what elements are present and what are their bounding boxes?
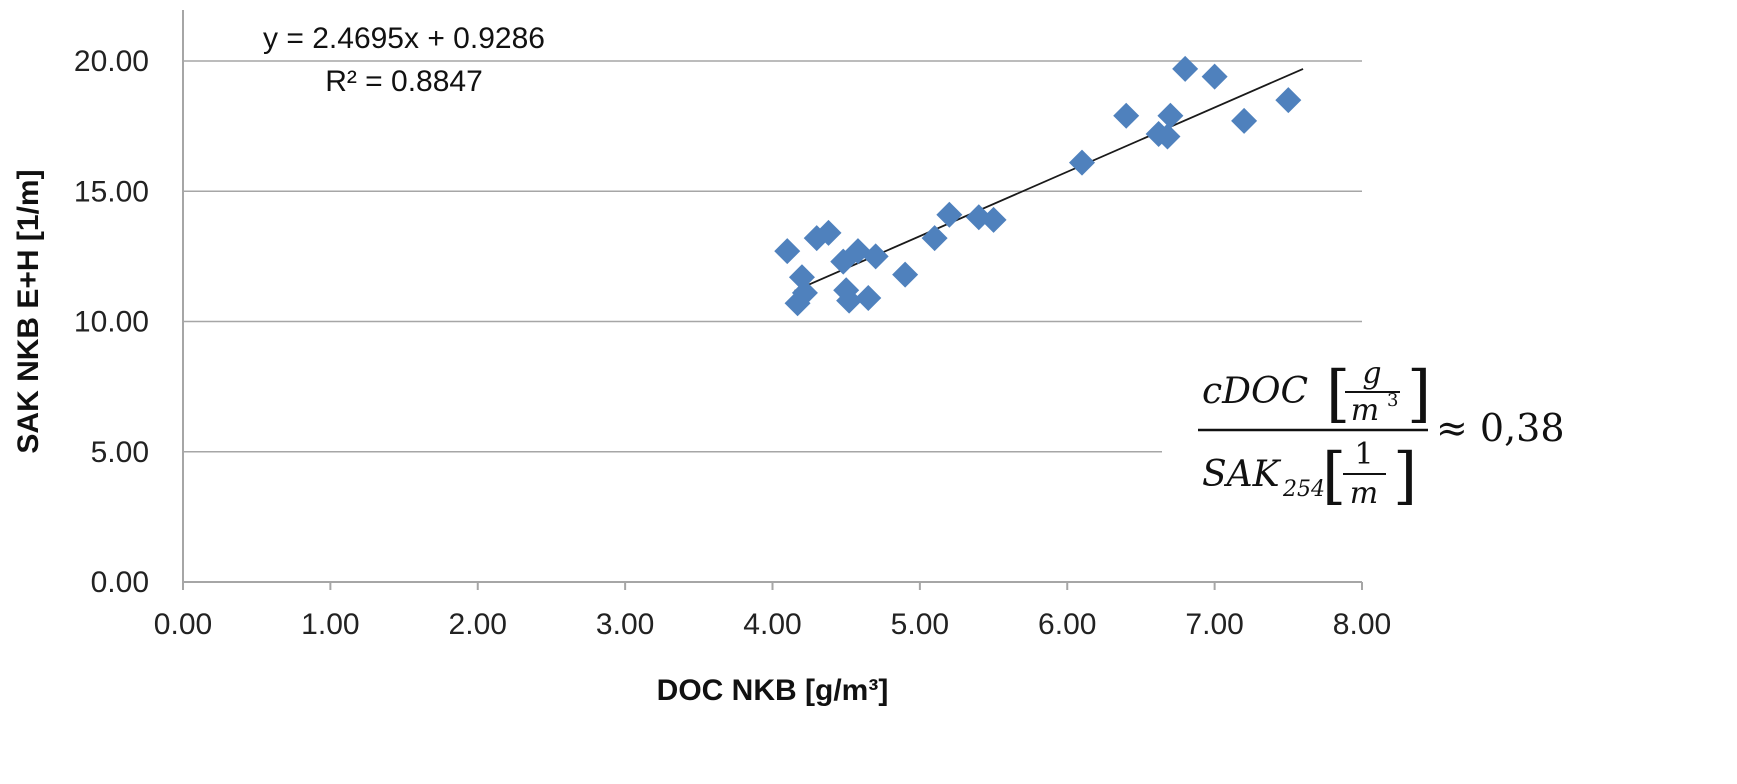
data-point <box>1113 102 1140 129</box>
x-tick-labels: 0.00 1.00 2.00 3.00 4.00 5.00 6.00 7.00 8.00 <box>154 582 1391 641</box>
y-tick-label: 10.00 <box>74 306 149 339</box>
x-tick-label: 1.00 <box>301 608 359 641</box>
formula-unit-one: 1 <box>1354 437 1373 472</box>
formula-background <box>1162 350 1652 520</box>
x-tick-label: 8.00 <box>1333 608 1391 641</box>
data-point <box>1154 123 1181 150</box>
formula-denominator: SAK <box>1202 454 1282 495</box>
data-point <box>936 201 963 228</box>
trendline-r-squared: R² = 0.8847 <box>325 65 483 98</box>
y-tick-labels: 0.00 5.00 10.00 15.00 20.00 <box>74 45 149 599</box>
formula-bracket-right-bottom: ] <box>1393 439 1417 512</box>
data-point <box>1275 87 1302 114</box>
y-axis-title: SAK NKB E+H [1/m] <box>12 169 45 453</box>
formula-denominator-subscript: 254 <box>1282 477 1325 502</box>
trendline-equation: y = 2.4695x + 0.9286 <box>263 22 545 55</box>
x-tick-label: 7.00 <box>1185 608 1243 641</box>
formula-unit-m-bottom: m <box>1350 476 1378 511</box>
formula-numerator: cDOC <box>1202 371 1308 412</box>
ratio-formula: cDOC [ ] g m 3 SAK 254 [ ] 1 m ≈ 0,38 <box>1162 350 1652 520</box>
x-axis-title: DOC NKB [g/m³] <box>657 674 889 707</box>
y-tick-label: 5.00 <box>91 436 149 469</box>
data-point <box>921 225 948 252</box>
x-tick-label: 2.00 <box>449 608 507 641</box>
x-tick-label: 3.00 <box>596 608 654 641</box>
formula-unit-exp: 3 <box>1387 390 1398 411</box>
formula-unit-g: g <box>1362 356 1381 391</box>
data-point <box>1068 149 1095 176</box>
data-point <box>1231 107 1258 134</box>
formula-unit-m: m <box>1351 393 1379 428</box>
formula-bracket-left-top: [ <box>1326 357 1350 430</box>
data-point <box>980 206 1007 233</box>
x-tick-label: 5.00 <box>891 608 949 641</box>
data-point <box>855 285 882 312</box>
formula-approx-value: ≈ 0,38 <box>1436 406 1565 450</box>
y-tick-label: 15.00 <box>74 175 149 208</box>
data-point <box>1201 63 1228 90</box>
data-point <box>815 219 842 246</box>
x-tick-label: 6.00 <box>1038 608 1096 641</box>
data-points <box>774 55 1302 317</box>
data-point <box>892 261 919 288</box>
formula-bracket-left-bottom: [ <box>1322 439 1346 512</box>
formula-bracket-right-top: ] <box>1407 357 1431 430</box>
data-point <box>862 243 889 270</box>
x-tick-label: 4.00 <box>743 608 801 641</box>
data-point <box>774 238 801 265</box>
x-tick-label: 0.00 <box>154 608 212 641</box>
y-tick-label: 0.00 <box>91 566 149 599</box>
y-tick-label: 20.00 <box>74 45 149 78</box>
data-point <box>1157 102 1184 129</box>
data-point <box>791 279 818 306</box>
data-point <box>1172 55 1199 82</box>
data-point <box>836 287 863 314</box>
data-point <box>844 238 871 265</box>
